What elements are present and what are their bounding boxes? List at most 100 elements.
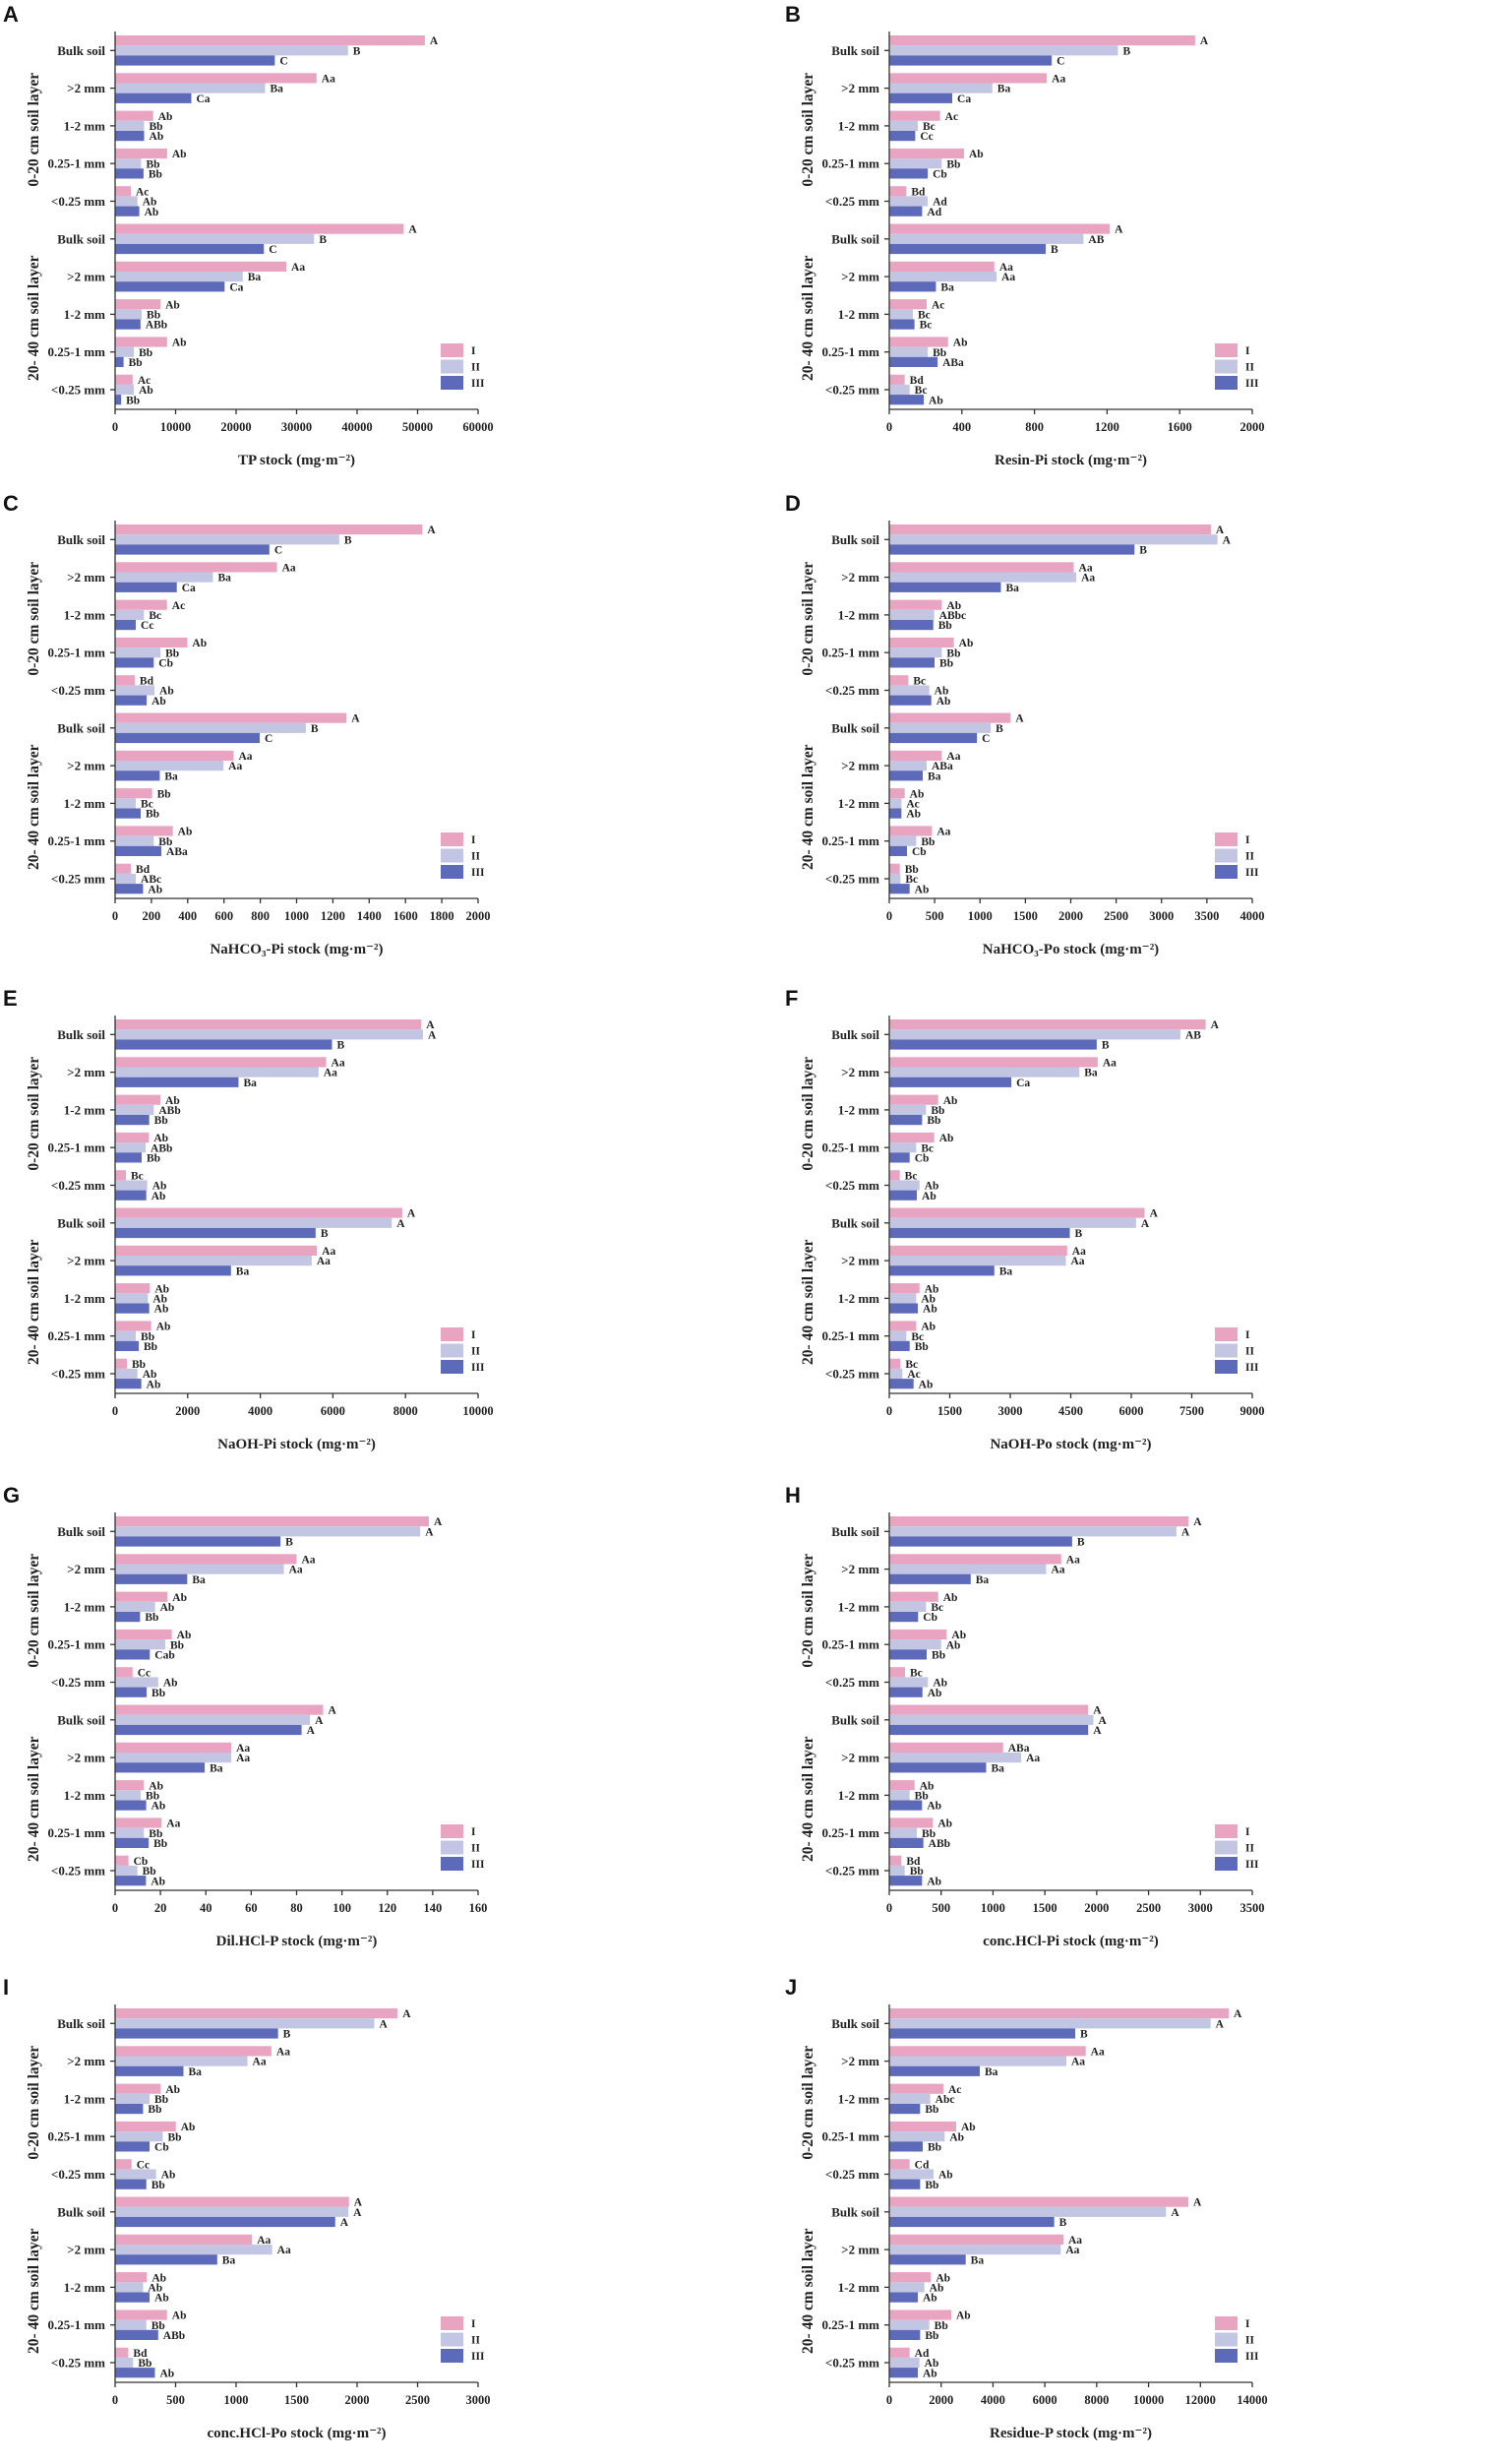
significance-label: Ab (937, 1818, 952, 1830)
x-tick-label: 0 (886, 1404, 892, 1418)
significance-label: Ab (921, 1294, 936, 1306)
legend-swatch-i (441, 343, 463, 357)
layer-label: 20- 40 cm soil layer (26, 255, 42, 381)
x-axis-title: NaOH-Pi stock (mg·m⁻²) (217, 1437, 376, 1452)
bar-ii-7 (115, 1790, 142, 1801)
significance-label: A (1211, 1019, 1220, 1031)
bar-ii-3 (889, 2131, 945, 2142)
significance-label: B (344, 534, 352, 546)
significance-label: ABa (932, 761, 953, 772)
legend-swatch-iii (1215, 376, 1238, 390)
x-tick-label: 1500 (284, 2393, 309, 2407)
bar-ii-9 (115, 384, 135, 396)
significance-label: ABbc (939, 610, 966, 622)
significance-label: Aa (1068, 2235, 1082, 2247)
bar-iii-3 (889, 657, 936, 668)
layer-label: 0-20 cm soil layer (800, 2046, 816, 2160)
legend-swatch-ii (441, 848, 463, 863)
significance-label: Aa (253, 2057, 267, 2068)
significance-label: ABb (158, 1105, 180, 1117)
layer-label: 20- 40 cm soil layer (26, 2228, 42, 2354)
x-tick-label: 10000 (462, 1404, 493, 1418)
bar-i-2 (889, 1591, 938, 1602)
layer-label: 20- 40 cm soil layer (800, 255, 816, 381)
significance-label: Ab (165, 2084, 180, 2096)
x-tick-label: 0 (886, 909, 892, 923)
bar-i-3 (889, 1629, 947, 1640)
bar-ii-4 (889, 1180, 920, 1191)
category-label: 1-2 mm (838, 607, 879, 622)
significance-label: Ab (143, 1369, 157, 1381)
chart-panel-h: H A Aa Ab Ab Bc A ABa Ab Ab Bd A Aa Bc Ab Ab A Aa Bb Bb Bb B B… (755, 1481, 1510, 1972)
significance-label: Ab (161, 2170, 176, 2182)
x-tick-label: 1000 (224, 2393, 249, 2407)
significance-label: Aa (282, 563, 296, 575)
bar-i-3 (889, 637, 954, 648)
bar-ii-8 (115, 1330, 137, 1341)
bar-i-0 (115, 524, 423, 535)
legend-swatch-i (441, 1327, 463, 1341)
bar-iii-7 (115, 1800, 147, 1811)
significance-label: Cc (141, 620, 153, 632)
legend-label: II (471, 851, 480, 863)
significance-label: Ca (196, 93, 210, 105)
bar-ii-9 (889, 384, 910, 396)
significance-label: Bb (147, 1153, 160, 1165)
legend-label: III (1245, 1362, 1259, 1374)
significance-label: Ab (925, 2358, 939, 2370)
bar-iii-1 (889, 1077, 1012, 1087)
category-label: 0.25-1 mm (48, 1637, 106, 1652)
bar-iii-2 (889, 131, 916, 142)
bar-ii-9 (889, 1865, 905, 1877)
significance-label: Bb (158, 836, 172, 848)
bar-iii-4 (889, 206, 923, 216)
significance-label: Bd (136, 864, 151, 876)
bar-i-8 (115, 1817, 162, 1828)
bar-iii-4 (889, 695, 932, 706)
significance-label: Ac (945, 111, 958, 123)
bar-ii-0 (115, 2018, 375, 2029)
significance-label: Bb (932, 1650, 945, 1662)
significance-label: A (1223, 534, 1232, 546)
x-tick-label: 2500 (1136, 1901, 1161, 1915)
bar-iii-1 (889, 582, 1001, 592)
significance-label: Ab (927, 1801, 941, 1813)
bar-iii-4 (115, 695, 148, 706)
bar-i-0 (115, 1516, 429, 1527)
significance-label: Bb (151, 2320, 165, 2332)
chart-panel-g: G A Aa Ab Ab Cc A Aa Ab Aa Cb A Aa Ab Bb Ab A Aa Bb Bb Bb B Ba… (0, 1481, 755, 1972)
significance-label: Aa (238, 751, 252, 763)
significance-label: A (1115, 224, 1123, 236)
bar-ii-6 (889, 1256, 1066, 1266)
chart-svg: IAAaAbAbCcAAaAbAbBdAAaBbBbAbAAaAbBbBbBBa… (3, 1975, 491, 2441)
x-tick-label: 1500 (937, 1404, 962, 1418)
bar-ii-4 (115, 1180, 148, 1191)
bar-ii-9 (115, 1865, 138, 1877)
bar-ii-7 (889, 798, 902, 809)
significance-label: Bb (915, 1341, 929, 1353)
significance-label: Aa (302, 1555, 316, 1567)
significance-label: Ba (222, 2254, 236, 2266)
bar-i-2 (115, 1591, 168, 1602)
significance-label: Ab (922, 1191, 936, 1202)
x-tick-label: 3000 (466, 2393, 491, 2407)
bar-i-6 (115, 261, 287, 272)
category-label: Bulk soil (57, 231, 105, 246)
legend-swatch-i (1215, 832, 1238, 846)
significance-label: Bb (170, 1639, 184, 1651)
bar-ii-0 (889, 2018, 1211, 2029)
significance-label: C (265, 733, 272, 745)
significance-label: Bc (905, 874, 918, 886)
bar-ii-8 (889, 2319, 930, 2330)
significance-label: AB (1185, 1029, 1201, 1041)
bar-ii-9 (115, 873, 137, 885)
legend-swatch-ii (1215, 359, 1238, 374)
x-tick-label: 2000 (1240, 420, 1265, 434)
significance-label: B (321, 1228, 329, 1240)
significance-label: Bb (931, 1105, 944, 1117)
significance-label: B (1080, 2029, 1088, 2041)
panel-letter: J (785, 1975, 797, 2000)
significance-label: A (402, 2008, 411, 2020)
significance-label: A (1200, 35, 1209, 47)
